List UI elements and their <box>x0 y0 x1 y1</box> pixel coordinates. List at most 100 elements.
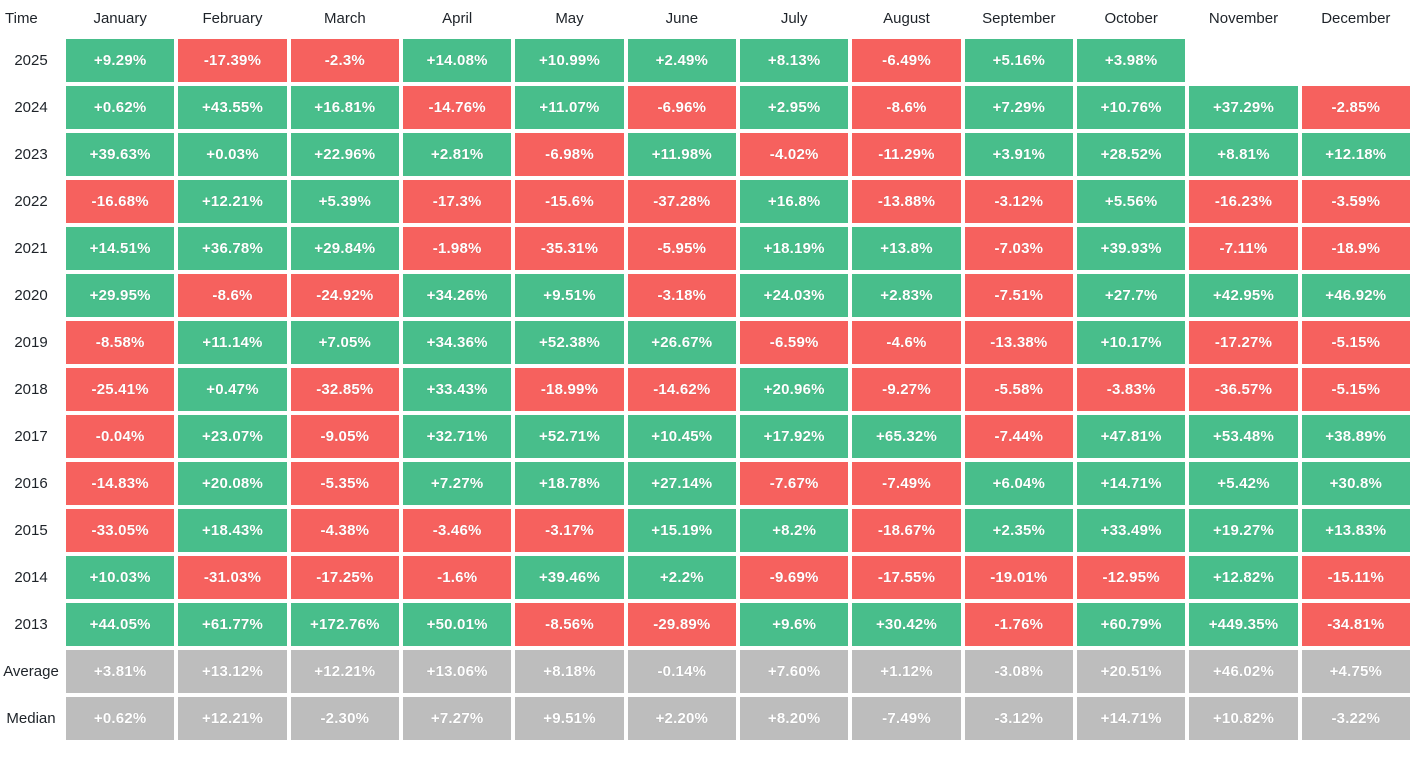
return-cell-2016-december: +30.8% <box>1301 462 1410 505</box>
return-cell-2015-july: +8.2% <box>740 509 849 552</box>
return-cell-2024-august: -8.6% <box>852 86 961 129</box>
return-cell-2024-december: -2.85% <box>1301 86 1410 129</box>
return-cell-average-march: +12.21% <box>290 650 399 693</box>
return-cell-2025-august: -6.49% <box>852 39 961 82</box>
return-cell-2014-november: +12.82% <box>1189 556 1298 599</box>
return-cell-2025-september: +5.16% <box>964 39 1073 82</box>
return-cell-2022-october: +5.56% <box>1077 180 1186 223</box>
return-cell-2021-july: +18.19% <box>740 227 849 270</box>
return-cell-2018-april: +33.43% <box>403 368 512 411</box>
return-cell-average-june: -0.14% <box>627 650 736 693</box>
return-cell-2017-november: +53.48% <box>1189 415 1298 458</box>
return-cell-2017-august: +65.32% <box>852 415 961 458</box>
return-cell-2019-january: -8.58% <box>66 321 175 364</box>
return-cell-2016-march: -5.35% <box>290 462 399 505</box>
return-cell-2025-july: +8.13% <box>740 39 849 82</box>
return-cell-2013-may: -8.56% <box>515 603 624 646</box>
month-header-february: February <box>202 9 263 27</box>
return-cell-2022-december: -3.59% <box>1301 180 1410 223</box>
return-cell-2025-june: +2.49% <box>627 39 736 82</box>
return-cell-2015-february: +18.43% <box>178 509 287 552</box>
row-label-2022: 2022 <box>14 193 48 210</box>
return-cell-2017-december: +38.89% <box>1301 415 1410 458</box>
return-cell-2016-april: +7.27% <box>403 462 512 505</box>
return-cell-2014-january: +10.03% <box>66 556 175 599</box>
return-cell-2025-march: -2.3% <box>290 39 399 82</box>
return-cell-2015-november: +19.27% <box>1189 509 1298 552</box>
return-cell-2022-august: -13.88% <box>852 180 961 223</box>
return-cell-2021-august: +13.8% <box>852 227 961 270</box>
return-cell-2014-april: -1.6% <box>403 556 512 599</box>
return-cell-2015-march: -4.38% <box>290 509 399 552</box>
return-cell-2020-may: +9.51% <box>515 274 624 317</box>
return-cell-average-february: +13.12% <box>178 650 287 693</box>
row-label-2018: 2018 <box>14 381 48 398</box>
return-cell-2014-december: -15.11% <box>1301 556 1410 599</box>
return-cell-2015-june: +15.19% <box>627 509 736 552</box>
return-cell-2022-june: -37.28% <box>627 180 736 223</box>
return-cell-2021-april: -1.98% <box>403 227 512 270</box>
row-label-2025: 2025 <box>14 52 48 69</box>
return-cell-2017-july: +17.92% <box>740 415 849 458</box>
return-cell-2022-april: -17.3% <box>403 180 512 223</box>
return-cell-2024-may: +11.07% <box>515 86 624 129</box>
return-cell-2020-december: +46.92% <box>1301 274 1410 317</box>
return-cell-2018-january: -25.41% <box>66 368 175 411</box>
return-cell-2024-april: -14.76% <box>403 86 512 129</box>
return-cell-2017-october: +47.81% <box>1077 415 1186 458</box>
return-cell-2016-may: +18.78% <box>515 462 624 505</box>
return-cell-2023-july: -4.02% <box>740 133 849 176</box>
return-cell-2016-august: -7.49% <box>852 462 961 505</box>
return-cell-2021-september: -7.03% <box>964 227 1073 270</box>
month-header-april: April <box>442 9 473 27</box>
return-cell-average-november: +46.02% <box>1189 650 1298 693</box>
month-header-june: June <box>665 9 699 27</box>
return-cell-2017-september: -7.44% <box>964 415 1073 458</box>
return-cell-2016-september: +6.04% <box>964 462 1073 505</box>
return-cell-2022-january: -16.68% <box>66 180 175 223</box>
return-cell-2019-october: +10.17% <box>1077 321 1186 364</box>
return-cell-2017-june: +10.45% <box>627 415 736 458</box>
return-cell-2016-june: +27.14% <box>627 462 736 505</box>
return-cell-2017-january: -0.04% <box>66 415 175 458</box>
return-cell-median-november: +10.82% <box>1189 697 1298 740</box>
return-cell-2019-december: -5.15% <box>1301 321 1410 364</box>
return-cell-2024-september: +7.29% <box>964 86 1073 129</box>
return-cell-2019-july: -6.59% <box>740 321 849 364</box>
return-cell-2016-november: +5.42% <box>1189 462 1298 505</box>
return-cell-2023-february: +0.03% <box>178 133 287 176</box>
month-header-july: July <box>780 9 808 27</box>
return-cell-average-september: -3.08% <box>964 650 1073 693</box>
return-cell-2023-december: +12.18% <box>1301 133 1410 176</box>
return-cell-2021-march: +29.84% <box>290 227 399 270</box>
row-label-median: Median <box>6 710 56 727</box>
return-cell-average-april: +13.06% <box>403 650 512 693</box>
return-cell-2019-april: +34.36% <box>403 321 512 364</box>
return-cell-median-october: +14.71% <box>1077 697 1186 740</box>
row-label-2015: 2015 <box>14 522 48 539</box>
return-cell-2018-july: +20.96% <box>740 368 849 411</box>
month-header-september: September <box>982 9 1056 27</box>
return-cell-2020-april: +34.26% <box>403 274 512 317</box>
return-cell-2019-march: +7.05% <box>290 321 399 364</box>
return-cell-2017-may: +52.71% <box>515 415 624 458</box>
return-cell-2019-june: +26.67% <box>627 321 736 364</box>
return-cell-2014-august: -17.55% <box>852 556 961 599</box>
return-cell-2020-february: -8.6% <box>178 274 287 317</box>
return-cell-2022-november: -16.23% <box>1189 180 1298 223</box>
return-cell-average-may: +8.18% <box>515 650 624 693</box>
return-cell-2023-january: +39.63% <box>66 133 175 176</box>
return-cell-2013-december: -34.81% <box>1301 603 1410 646</box>
row-label-2020: 2020 <box>14 287 48 304</box>
return-cell-2024-february: +43.55% <box>178 86 287 129</box>
return-cell-2025-november <box>1189 39 1297 82</box>
return-cell-2020-june: -3.18% <box>627 274 736 317</box>
return-cell-2024-march: +16.81% <box>290 86 399 129</box>
return-cell-2021-december: -18.9% <box>1301 227 1410 270</box>
return-cell-average-december: +4.75% <box>1301 650 1410 693</box>
return-cell-median-december: -3.22% <box>1301 697 1410 740</box>
return-cell-2015-may: -3.17% <box>515 509 624 552</box>
return-cell-median-may: +9.51% <box>515 697 624 740</box>
return-cell-2013-august: +30.42% <box>852 603 961 646</box>
